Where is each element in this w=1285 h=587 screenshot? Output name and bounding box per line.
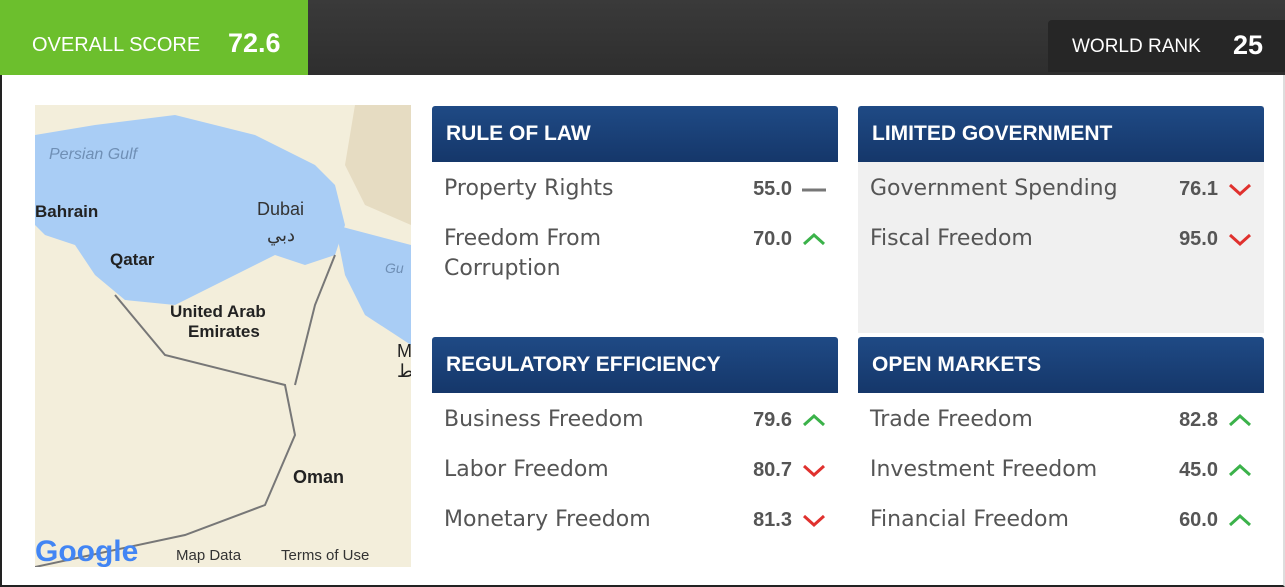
trend-up	[802, 413, 826, 427]
trend-down	[802, 464, 826, 478]
map-label: دبي	[267, 225, 295, 245]
panel-header: REGULATORY EFFICIENCY	[432, 337, 838, 393]
indicator-label: Labor Freedom	[444, 457, 609, 482]
map-label: M	[397, 341, 411, 361]
rank-label: WORLD RANK	[1072, 36, 1201, 57]
rank-value: 25	[1233, 30, 1264, 60]
trend-up	[1228, 513, 1252, 527]
indicator-row: Government Spending 76.1	[858, 162, 1264, 212]
indicator-value: 55.0	[753, 178, 792, 200]
indicator-label: Property Rights	[444, 176, 614, 201]
google-logo: Google	[35, 535, 138, 567]
indicator-label: Fiscal Freedom	[870, 226, 1033, 251]
gulf-oman	[335, 225, 411, 345]
indicator-row: Financial Freedom 60.0	[858, 493, 1264, 543]
indicator-row: Investment Freedom 45.0	[858, 443, 1264, 493]
score-value: 72.6	[228, 28, 281, 58]
indicator-label: Business Freedom	[444, 407, 644, 432]
gulf-water	[35, 115, 345, 305]
indicator-value: 81.3	[753, 509, 792, 531]
map-data-link[interactable]: Map Data	[176, 547, 242, 564]
trend-down	[802, 514, 826, 528]
indicator-row: Fiscal Freedom 95.0	[858, 212, 1264, 262]
trend-up	[802, 232, 826, 246]
content	[0, 75, 1285, 587]
map-label: Gu	[385, 260, 404, 276]
indicator-label: Monetary Freedom	[444, 507, 651, 532]
trend-up	[1228, 463, 1252, 477]
indicator-value: 95.0	[1179, 228, 1218, 250]
indicator-value: 70.0	[753, 228, 792, 250]
panel-header: RULE OF LAW	[432, 106, 838, 162]
indicator-row: Labor Freedom 80.7	[432, 443, 838, 493]
panel: REGULATORY EFFICIENCY Business Freedom 79.…	[432, 337, 838, 543]
border	[294, 254, 336, 386]
indicator-value: 79.6	[753, 409, 792, 431]
terms-link[interactable]: Terms of Use	[281, 547, 369, 564]
indicator-value: 45.0	[1179, 459, 1218, 481]
map-label: Bahrain	[35, 202, 98, 221]
trend-down	[1228, 183, 1252, 197]
map-label: Persian Gulf	[49, 146, 139, 163]
indicator-label: Freedom From Corruption	[444, 226, 602, 281]
indicator-label: Investment Freedom	[870, 457, 1098, 482]
map[interactable]: Persian Gulf Bahrain Dubai دبي Qatar Uni…	[35, 105, 411, 567]
indicator-label: Trade Freedom	[870, 407, 1033, 432]
indicator-row: Monetary Freedom 81.3	[432, 493, 838, 543]
map-footer	[170, 541, 411, 567]
indicator-row: Property Rights 55.0	[432, 162, 838, 212]
trend-up	[1228, 413, 1252, 427]
indicator-value: 76.1	[1179, 178, 1218, 200]
indicator-value: 80.7	[753, 459, 792, 481]
panel-header: OPEN MARKETS	[858, 337, 1264, 393]
overall-score: OVERALL SCORE 72.6	[0, 0, 308, 75]
border	[35, 294, 297, 567]
world-rank: WORLD RANK 25	[1048, 20, 1285, 72]
trend-down	[1228, 233, 1252, 247]
map-label: ط	[397, 361, 411, 381]
panel: OPEN MARKETS Trade Freedom 82.8 Investment …	[858, 337, 1264, 543]
score-label: OVERALL SCORE	[32, 34, 201, 56]
indicator-value: 82.8	[1179, 409, 1218, 431]
map-label: Emirates	[188, 322, 260, 341]
indicator-row: Trade Freedom 82.8	[858, 393, 1264, 443]
map-label: Qatar	[110, 250, 155, 269]
panel-header: LIMITED GOVERNMENT	[858, 106, 1264, 162]
map-label: United Arab	[170, 302, 266, 321]
panel: RULE OF LAW Property Rights 55.0 Freedom Fr…	[432, 106, 838, 284]
indicator-value: 60.0	[1179, 509, 1218, 531]
trend-flat	[802, 188, 826, 192]
indicator-label: Financial Freedom	[870, 507, 1069, 532]
map-label: Oman	[293, 467, 344, 487]
indicator-row: Freedom From Corruption 70.0	[432, 212, 838, 284]
panel: LIMITED GOVERNMENT Government Spending 76.…	[858, 106, 1264, 333]
map-label: Dubai	[257, 199, 304, 219]
iran-land	[345, 105, 411, 225]
indicator-label: Government Spending	[870, 176, 1118, 201]
top-bar: OVERALL SCORE 72.6 WORLD RANK 25	[0, 0, 1285, 75]
indicator-row: Business Freedom 79.6	[432, 393, 838, 443]
